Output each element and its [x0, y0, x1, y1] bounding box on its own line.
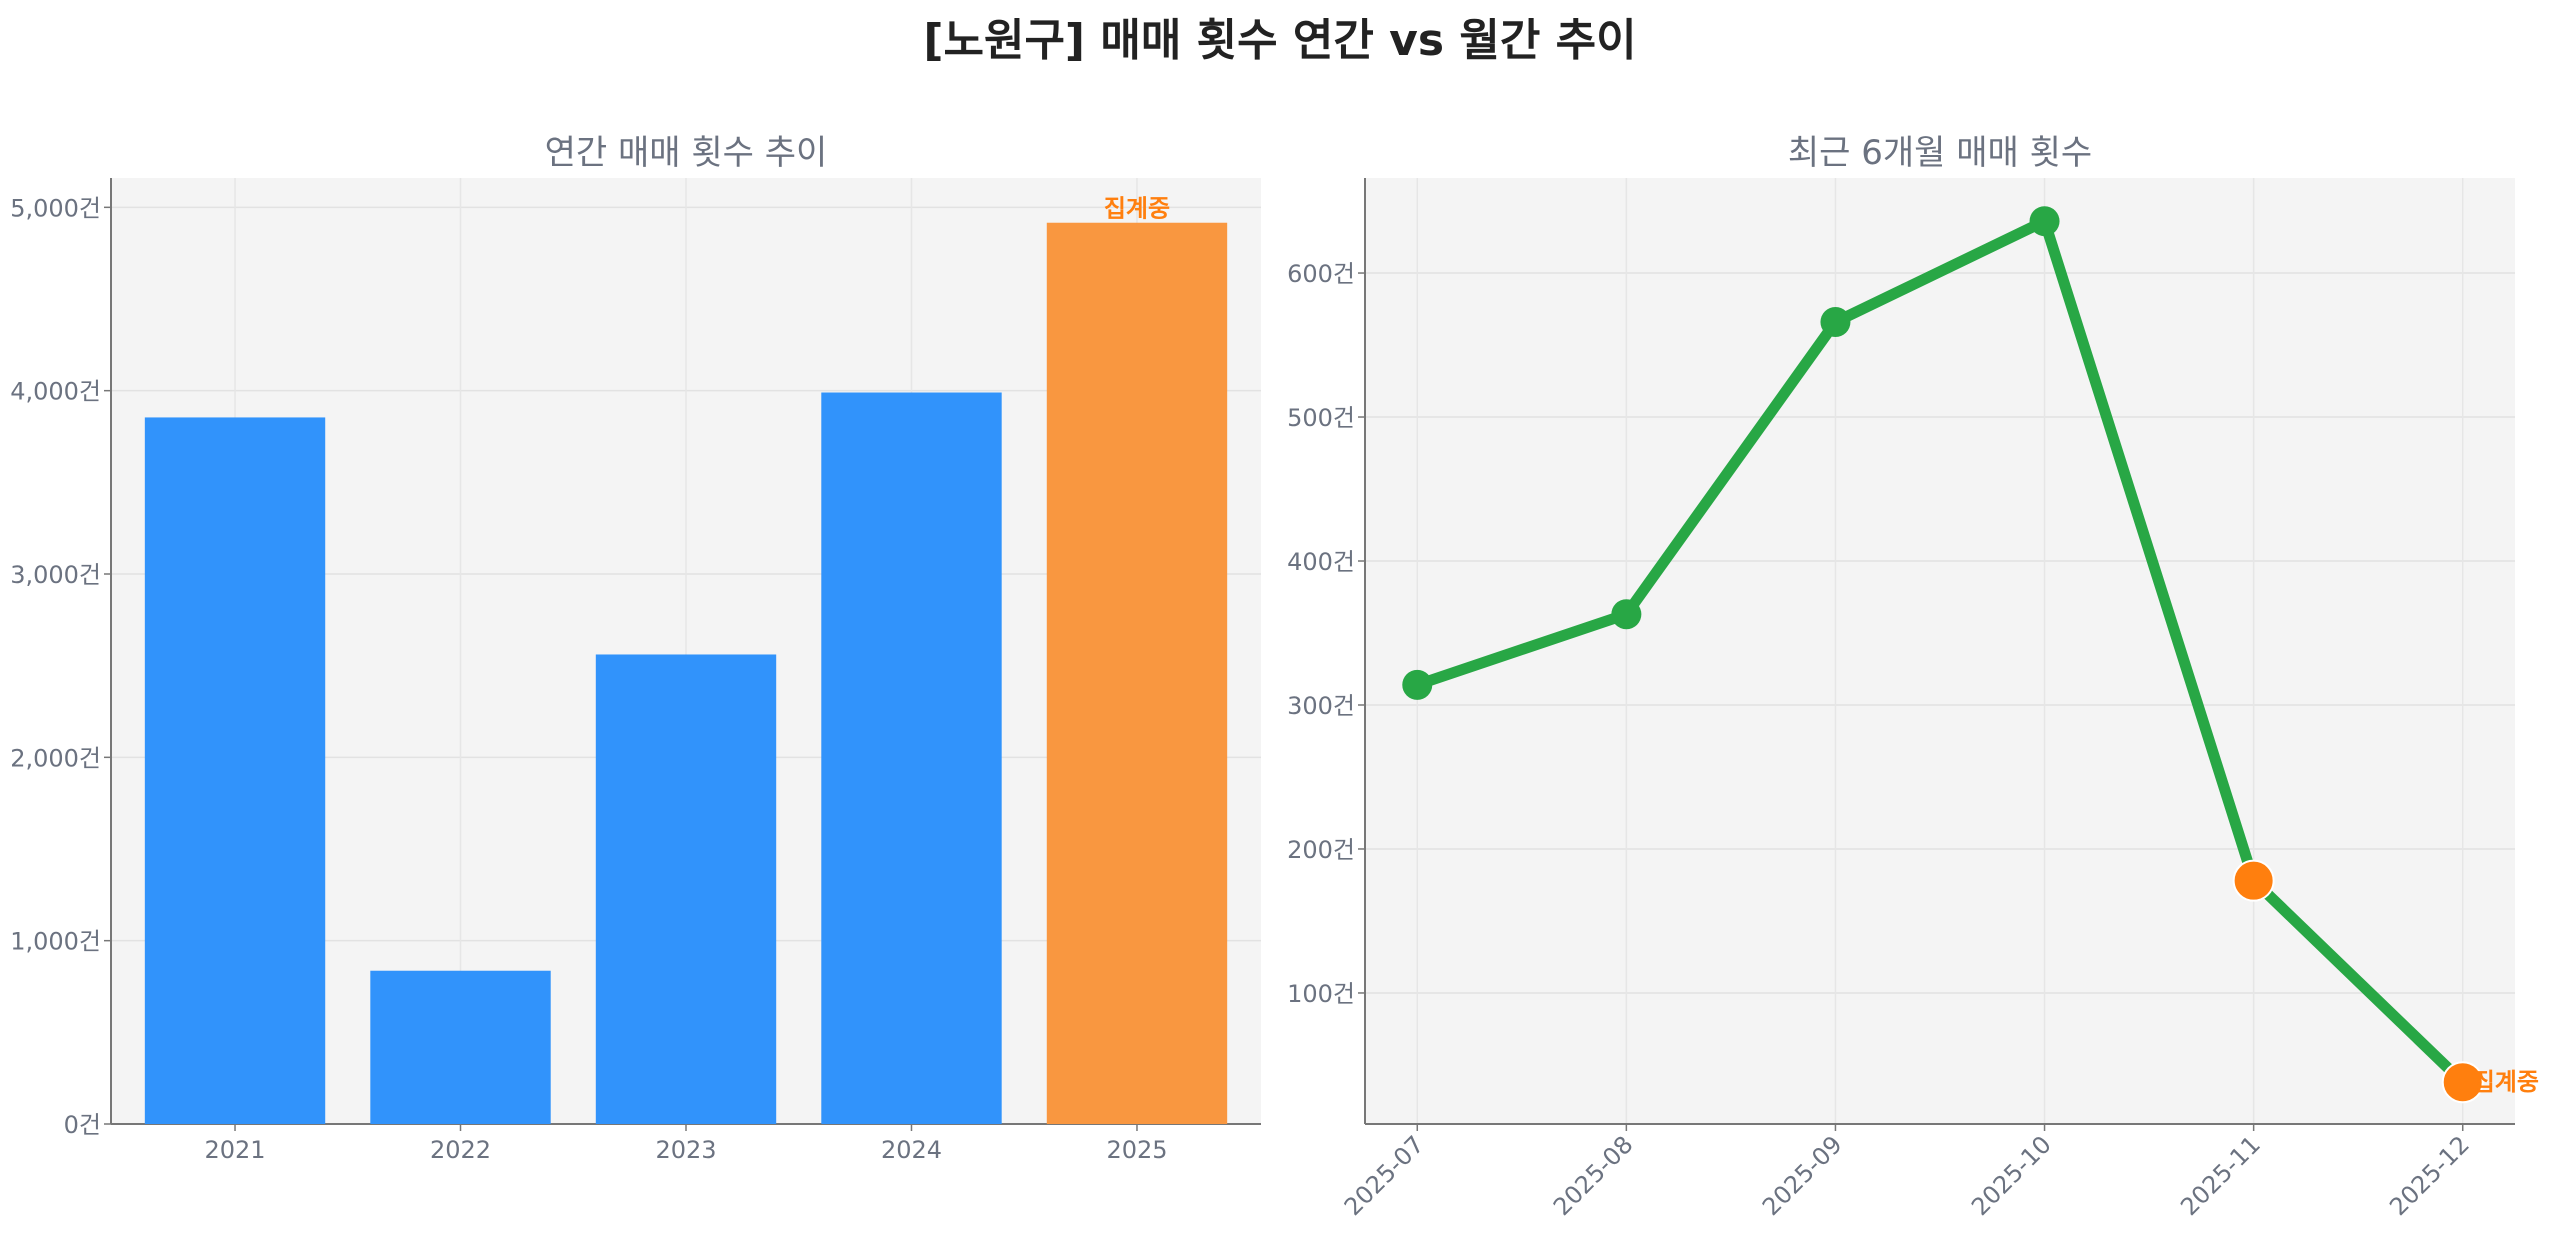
bar-annotation: 집계중 [1104, 195, 1170, 223]
x-tick-label: 2024 [881, 1136, 942, 1164]
y-tick-label: 4,000건 [10, 378, 101, 406]
x-tick-label: 2025-07 [1339, 1130, 1430, 1221]
bar-2024 [821, 392, 1002, 1124]
x-tick-label: 2022 [430, 1136, 491, 1164]
series-line [1415, 215, 2467, 1087]
subplot-title: 최근 6개월 매매 횟수 [1788, 133, 2092, 173]
y-tick-label: 2,000건 [10, 744, 101, 772]
y-tick-label: 300건 [1287, 692, 1355, 720]
y-tick-label: 600건 [1287, 260, 1355, 288]
y-tick-label: 5,000건 [10, 194, 101, 222]
bar-2022 [370, 970, 551, 1124]
data-point-2025-12 [2441, 1061, 2484, 1104]
y-tick-label: 400건 [1287, 548, 1355, 576]
x-tick-label: 2023 [655, 1136, 716, 1164]
data-point-2025-09 [1820, 306, 1851, 337]
data-point-2025-10 [2029, 206, 2060, 237]
y-tick-label: 200건 [1287, 836, 1355, 864]
figure-title: [노원구] 매매 횟수 연간 vs 월간 추이 [923, 15, 1637, 66]
x-tick-label: 2025-12 [2384, 1130, 2475, 1221]
bar-2023 [595, 654, 777, 1124]
data-point-2025-08 [1611, 599, 1642, 630]
bar-2021 [144, 417, 326, 1124]
subplot-title: 연간 매매 횟수 추이 [545, 133, 828, 173]
x-tick-label: 2025-09 [1757, 1130, 1848, 1221]
y-tick-label: 1,000건 [10, 928, 101, 956]
bar-2025 [1046, 222, 1228, 1124]
y-tick-label: 3,000건 [10, 561, 101, 589]
plot-area [1365, 178, 2515, 1124]
x-tick-label: 2025-10 [1966, 1130, 2057, 1221]
y-tick-label: 100건 [1287, 980, 1355, 1008]
data-point-2025-11 [2232, 859, 2275, 902]
x-tick-label: 2025 [1106, 1136, 1167, 1164]
y-tick-label: 500건 [1287, 404, 1355, 432]
x-tick-label: 2025-08 [1548, 1130, 1639, 1221]
point-annotation: 집계중 [2473, 1068, 2539, 1096]
y-tick-label: 0건 [64, 1111, 101, 1139]
x-tick-label: 2021 [204, 1136, 265, 1164]
data-point-2025-07 [1402, 669, 1433, 700]
x-tick-label: 2025-11 [2175, 1130, 2266, 1221]
